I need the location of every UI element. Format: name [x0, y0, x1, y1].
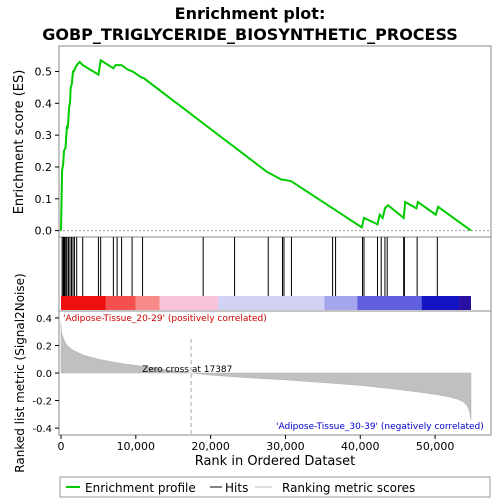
es-y-axis-label: Enrichment score (ES) [12, 70, 27, 215]
negative-correlation-label: 'Adipose-Tissue_30-39' (negatively corre… [276, 422, 484, 432]
es-y-tick-label: 0.0 [35, 225, 53, 238]
rank-color-bar [61, 296, 471, 310]
color-bar-segment [61, 296, 106, 310]
x-axis-label: Rank in Ordered Dataset [195, 454, 356, 469]
es-y-tick-label: 0.2 [35, 161, 53, 174]
color-bar-segment [357, 296, 422, 310]
color-bar-segment [421, 296, 460, 310]
x-tick-label: 20,000 [191, 440, 230, 453]
legend-hits-label: Hits [225, 481, 248, 495]
metric-y-tick-label: -0.4 [32, 424, 52, 435]
color-bar-segment [459, 296, 471, 310]
x-tick-label: 40,000 [341, 440, 380, 453]
es-y-tick-label: 0.5 [35, 65, 53, 78]
x-tick-label: 10,000 [117, 440, 156, 453]
es-y-tick-label: 0.4 [35, 97, 53, 110]
legend-enrichment-label: Enrichment profile [85, 481, 196, 495]
color-bar-segment [105, 296, 136, 310]
x-tick-label: 0 [58, 440, 65, 453]
color-bar-segment [135, 296, 160, 310]
x-tick-label: 30,000 [266, 440, 305, 453]
metric-y-tick-label: -0.2 [32, 397, 52, 408]
metric-y-axis: -0.4 -0.2 0.0 0.2 0.4 [32, 314, 59, 435]
es-y-tick-label: 0.3 [35, 129, 53, 142]
chart-subtitle: GOBP_TRIGLYCERIDE_BIOSYNTHETIC_PROCESS [42, 25, 458, 44]
metric-y-axis-label: Ranked list metric (Signal2Noise) [13, 273, 27, 472]
enrichment-profile-line [60, 58, 472, 232]
legend-box [59, 476, 491, 498]
hits-marks [61, 237, 438, 296]
legend-ranking-label: Ranking metric scores [282, 481, 415, 495]
zero-cross-label: Zero cross at 17387 [142, 365, 232, 375]
chart-title: Enrichment plot: [175, 4, 326, 23]
metric-y-tick-label: 0.0 [36, 369, 52, 380]
metric-y-tick-label: 0.2 [36, 341, 52, 352]
legend-item-ranking: Ranking metric scores [255, 481, 415, 495]
color-bar-segment [324, 296, 358, 310]
legend-item-enrichment: Enrichment profile [66, 481, 196, 495]
x-axis: 0 10,000 20,000 30,000 40,000 50,000 [58, 435, 455, 453]
ranking-metric-area [60, 323, 472, 420]
ranking-metric-area-shape [60, 323, 472, 420]
color-bar-segment [159, 296, 219, 310]
es-y-axis: 0.0 0.1 0.2 0.3 0.4 0.5 [35, 65, 59, 238]
es-panel-frame [58, 45, 492, 238]
color-bar-segment [218, 296, 325, 310]
x-tick-label: 50,000 [416, 440, 455, 453]
es-y-tick-label: 0.1 [35, 193, 53, 206]
metric-y-tick-label: 0.4 [36, 314, 52, 325]
positive-correlation-label: 'Adipose-Tissue_20-29' (positively corre… [63, 314, 267, 324]
legend-item-hits: Hits [210, 481, 248, 495]
